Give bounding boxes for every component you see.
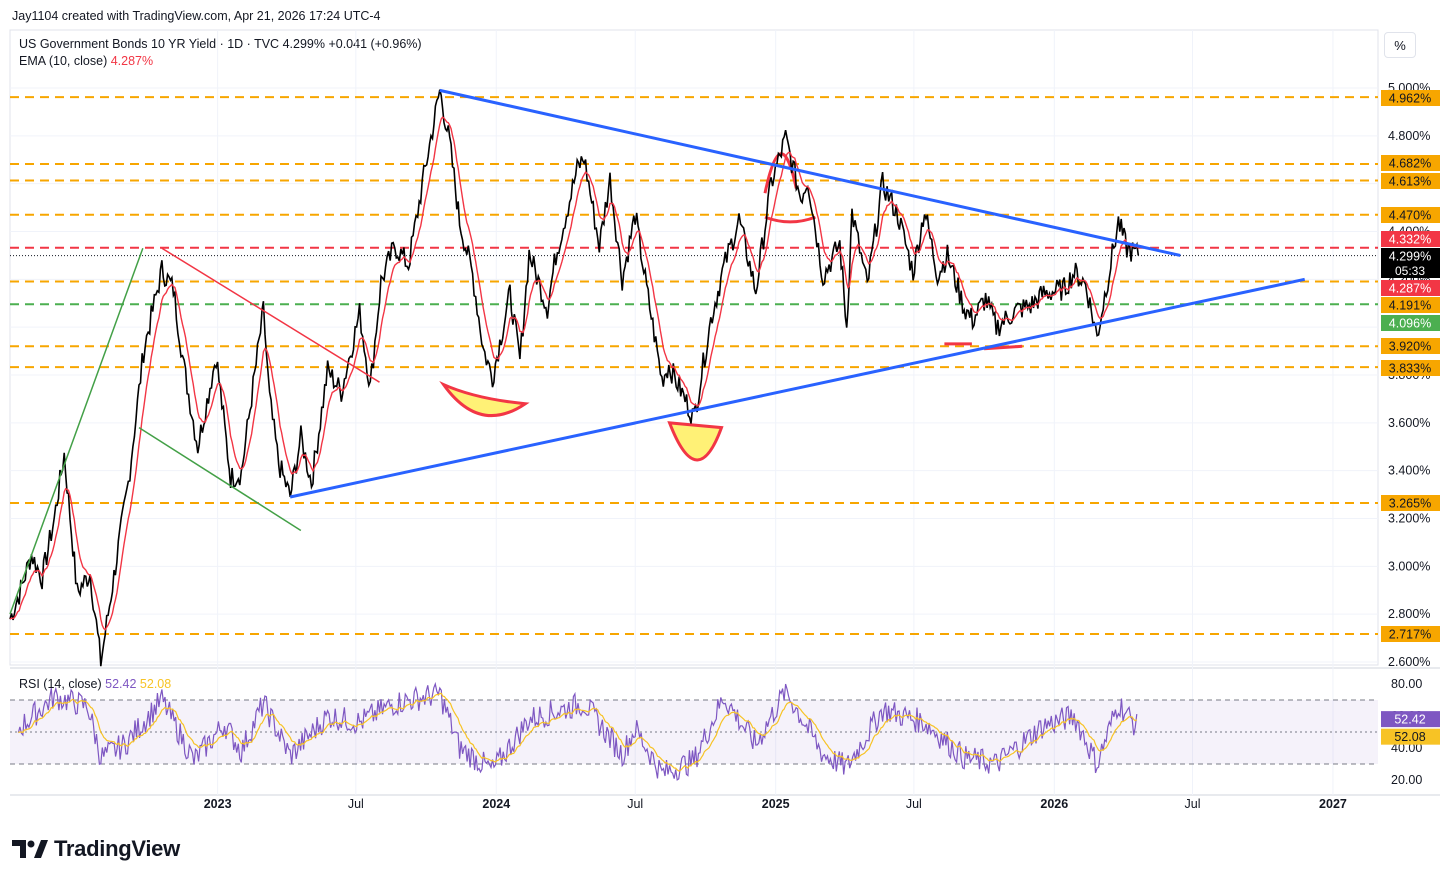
- tradingview-logo-icon: [12, 840, 48, 858]
- price-level-badge-text: 4.682%: [1389, 157, 1431, 171]
- rsi-ma-value: 52.08: [139, 677, 172, 691]
- time-tick-label: 2024: [482, 797, 510, 811]
- last-price: 4.299%: [282, 37, 325, 51]
- time-tick-label: 2027: [1319, 797, 1347, 811]
- price-level-badge-text: 3.265%: [1389, 497, 1431, 511]
- ema-legend[interactable]: EMA (10, close) 4.287%: [19, 54, 153, 68]
- price-level-badge: [1381, 338, 1440, 354]
- percent-scale-button[interactable]: %: [1384, 32, 1416, 58]
- price-level-badge: [1381, 626, 1440, 642]
- countdown-badge: [1381, 263, 1440, 278]
- trendline: [439, 88, 1181, 257]
- price-level-badge: [1381, 155, 1440, 171]
- price-level-badge-text: 4.470%: [1389, 209, 1431, 223]
- rsi-value-badge-text: 52.42: [1394, 713, 1425, 727]
- time-tick-label: 2026: [1040, 797, 1068, 811]
- price-level-badge: [1381, 495, 1440, 511]
- price-level-badge-text: 4.332%: [1389, 233, 1431, 247]
- yellow-highlight-shape: [667, 421, 724, 462]
- price-level-badge: [1381, 315, 1440, 331]
- price-pane-frame: [9, 29, 1379, 666]
- price-tick-label: 3.200%: [1388, 512, 1430, 526]
- price-level-badge-text: 4.299%: [1389, 250, 1431, 264]
- rsi-ma-badge-text: 52.08: [1394, 730, 1425, 744]
- price-level-badge-text: 3.920%: [1389, 340, 1431, 354]
- price-level-badge: [1381, 280, 1440, 296]
- time-tick-label: Jul: [348, 797, 364, 811]
- rsi-label: RSI (14, close): [19, 677, 102, 691]
- price-tick-label: 2.800%: [1388, 607, 1430, 621]
- price-level-badge: [1381, 90, 1440, 106]
- rsi-tick-label: 80.00: [1391, 677, 1422, 691]
- rsi-tick-label: 20.00: [1391, 773, 1422, 787]
- trendline: [138, 426, 302, 532]
- ema-value: 4.287%: [110, 54, 154, 68]
- trendline: [161, 247, 380, 383]
- time-tick-label: Jul: [1185, 797, 1201, 811]
- rsi-legend[interactable]: RSI (14, close) 52.42 52.08: [19, 677, 171, 691]
- ema-line: [9, 116, 1139, 631]
- price-level-badge: [1381, 360, 1440, 376]
- time-tick-label: Jul: [627, 797, 643, 811]
- time-tick-label: 2025: [762, 797, 790, 811]
- tradingview-logo[interactable]: TradingView: [12, 836, 180, 862]
- price-level-badge-text: 4.613%: [1389, 175, 1431, 189]
- symbol-name: US Government Bonds 10 YR Yield · 1D · T…: [19, 37, 280, 51]
- price-tick-label: 2.600%: [1388, 655, 1430, 669]
- price-level-badge: [1381, 173, 1440, 189]
- price-level-badge-text: 3.833%: [1389, 362, 1431, 376]
- ema-label: EMA (10, close): [19, 54, 108, 68]
- price-level-badge: [1381, 297, 1440, 313]
- price-level-badge-text: 4.287%: [1389, 282, 1431, 296]
- price-change: +0.041 (+0.96%): [328, 37, 422, 51]
- price-level-badge-text: 4.962%: [1389, 92, 1431, 106]
- symbol-legend[interactable]: US Government Bonds 10 YR Yield · 1D · T…: [19, 37, 422, 51]
- price-level-badge: [1381, 231, 1440, 247]
- price-level-badge-text: 2.717%: [1389, 628, 1431, 642]
- yield-price-line: [9, 89, 1140, 667]
- rsi-ma-badge: [1381, 728, 1440, 745]
- time-tick-label: 2023: [204, 797, 232, 811]
- trendline: [9, 247, 144, 615]
- price-tick-label: 4.800%: [1388, 129, 1430, 143]
- countdown-text: 05:33: [1395, 264, 1425, 278]
- rsi-ma-line: [18, 692, 1138, 772]
- price-tick-label: 3.000%: [1388, 559, 1430, 573]
- rsi-value-badge: [1381, 711, 1440, 728]
- price-level-badge: [1381, 207, 1440, 223]
- trendline: [289, 277, 1306, 499]
- price-tick-label: 3.600%: [1388, 416, 1430, 430]
- chart-header: Jay1104 created with TradingView.com, Ap…: [12, 9, 381, 23]
- brand-name: TradingView: [54, 836, 180, 861]
- yellow-highlight-shape: [439, 380, 530, 418]
- price-level-badge: [1381, 248, 1440, 264]
- price-level-badge-text: 4.191%: [1389, 299, 1431, 313]
- red-dash-marks: [944, 342, 1023, 351]
- price-level-badge-text: 4.096%: [1389, 317, 1431, 331]
- price-tick-label: 3.400%: [1388, 464, 1430, 478]
- time-tick-label: Jul: [906, 797, 922, 811]
- rsi-value: 52.42: [105, 677, 137, 691]
